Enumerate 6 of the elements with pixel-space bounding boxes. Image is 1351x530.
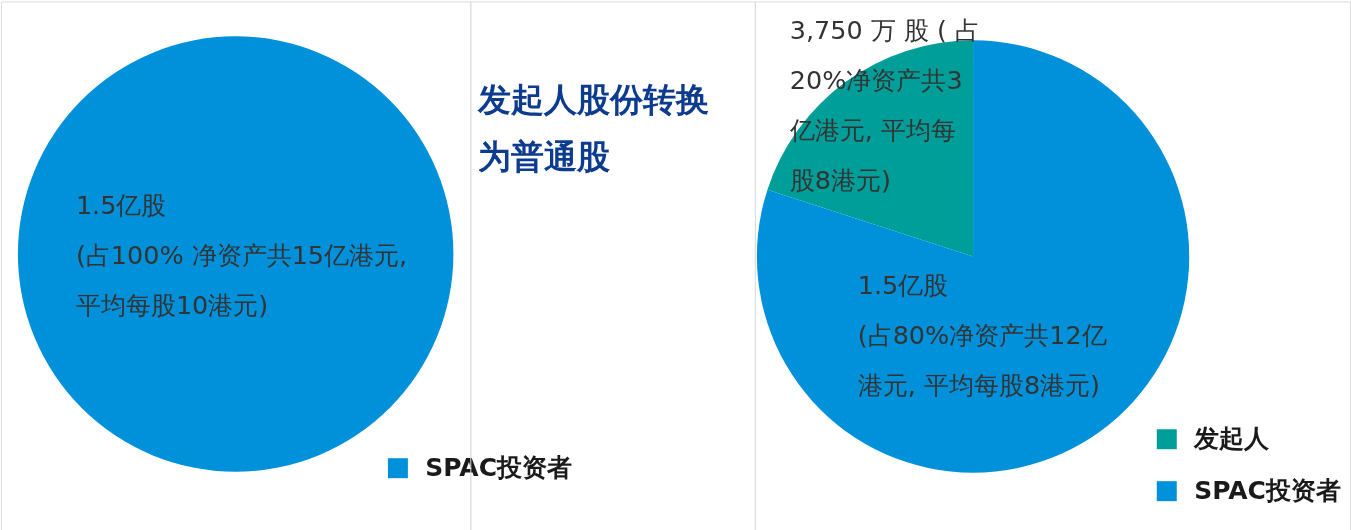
legend-label: SPAC投资者 <box>425 453 572 483</box>
legend-label: 发起人 <box>1193 424 1271 454</box>
data-label: 1.5亿股 (占80%净资产共12亿港元, 平均每股8港元) <box>857 269 1107 400</box>
data-label: 1.5亿股 (占100% 净资产共15亿港元, 平均每股10港元) <box>75 190 408 320</box>
legend-label: SPAC投资者 <box>1194 476 1341 506</box>
text: 发起人股份转换为普通股 <box>477 80 710 177</box>
